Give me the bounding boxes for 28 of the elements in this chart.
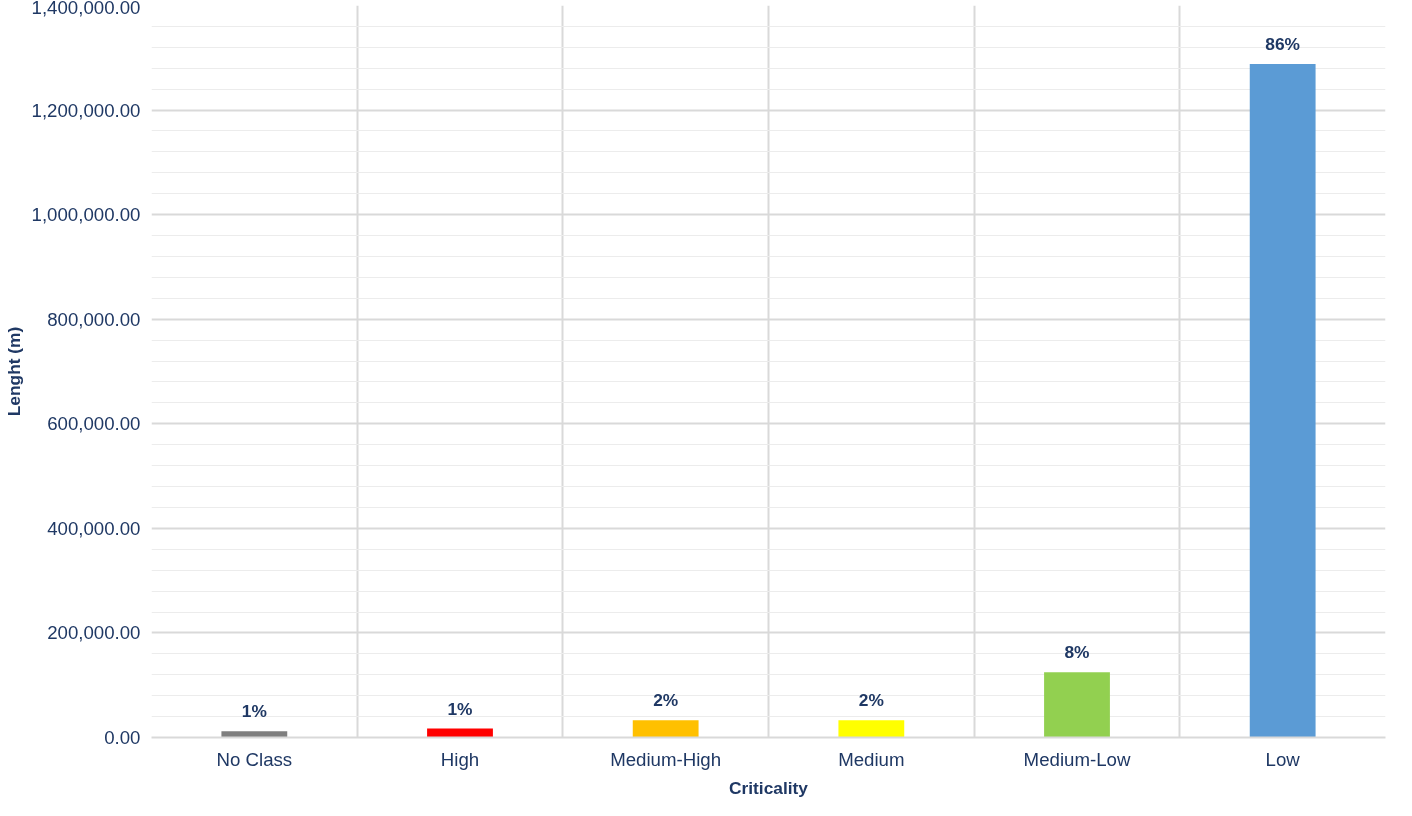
y-axis-title: Lenght (m) bbox=[3, 326, 24, 417]
annotation: 2% bbox=[653, 690, 679, 711]
y-tick-label: 1,000,000.00 bbox=[31, 204, 141, 226]
annotation: 1% bbox=[447, 698, 473, 719]
x-tick-label: Medium bbox=[838, 748, 905, 770]
y-tick-label: 200,000.00 bbox=[47, 622, 141, 644]
bar bbox=[1044, 672, 1110, 738]
x-tick-label: High bbox=[440, 748, 480, 770]
annotation: 8% bbox=[1064, 642, 1090, 663]
x-axis-title: Criticality bbox=[729, 777, 809, 798]
annotation: 86% bbox=[1265, 34, 1301, 55]
y-tick-label: 400,000.00 bbox=[47, 517, 141, 539]
y-tick-label: 1,200,000.00 bbox=[31, 99, 141, 121]
x-tick-label: No Class bbox=[216, 748, 293, 770]
bar bbox=[838, 720, 905, 738]
y-tick-label: 0.00 bbox=[104, 727, 141, 748]
x-tick-label: Medium-Low bbox=[1023, 748, 1131, 770]
annotation: 1% bbox=[241, 701, 267, 722]
bar bbox=[427, 728, 493, 738]
bar bbox=[1249, 64, 1316, 738]
x-tick-label: Medium-High bbox=[610, 748, 722, 770]
bar bbox=[632, 720, 699, 738]
bar bbox=[221, 731, 288, 738]
y-tick-label: 1,400,000.00 bbox=[31, 0, 141, 18]
x-tick-label: Low bbox=[1265, 748, 1301, 770]
annotation: 2% bbox=[858, 690, 884, 711]
y-tick-label: 600,000.00 bbox=[47, 413, 141, 435]
y-tick-label: 800,000.00 bbox=[47, 308, 141, 330]
